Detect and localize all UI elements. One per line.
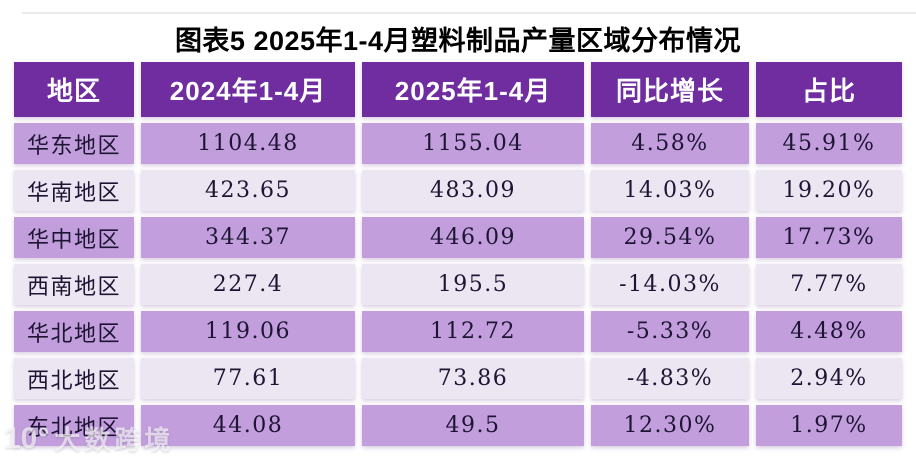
value-cell: 112.72	[362, 311, 584, 352]
value-cell: -5.33%	[591, 311, 749, 352]
value-cell: 1.97%	[756, 405, 902, 446]
value-cell: 29.54%	[591, 217, 749, 258]
value-cell: 423.65	[141, 170, 355, 211]
column-header: 地区	[14, 62, 134, 117]
region-cell: 华北地区	[14, 311, 134, 352]
value-cell: 7.77%	[756, 264, 902, 305]
region-cell: 西南地区	[14, 264, 134, 305]
region-cell: 华中地区	[14, 217, 134, 258]
value-cell: 4.58%	[591, 123, 749, 164]
value-cell: 483.09	[362, 170, 584, 211]
column-header: 同比增长	[591, 62, 749, 117]
value-cell: 2.94%	[756, 358, 902, 399]
value-cell: 19.20%	[756, 170, 902, 211]
value-cell: 73.86	[362, 358, 584, 399]
value-cell: 12.30%	[591, 405, 749, 446]
value-cell: 45.91%	[756, 123, 902, 164]
value-cell: 344.37	[141, 217, 355, 258]
value-cell: 17.73%	[756, 217, 902, 258]
value-cell: 4.48%	[756, 311, 902, 352]
value-cell: 1104.48	[141, 123, 355, 164]
value-cell: 227.4	[141, 264, 355, 305]
value-cell: 44.08	[141, 405, 355, 446]
value-cell: 49.5	[362, 405, 584, 446]
value-cell: 1155.04	[362, 123, 584, 164]
column-header: 2024年1-4月	[141, 62, 355, 117]
column-header: 占比	[756, 62, 902, 117]
column-header: 2025年1-4月	[362, 62, 584, 117]
region-cell: 华南地区	[14, 170, 134, 211]
value-cell: 446.09	[362, 217, 584, 258]
value-cell: 77.61	[141, 358, 355, 399]
value-cell: 14.03%	[591, 170, 749, 211]
region-cell: 华东地区	[14, 123, 134, 164]
value-cell: 195.5	[362, 264, 584, 305]
top-divider-line	[22, 12, 916, 14]
region-cell: 东北地区	[14, 405, 134, 446]
value-cell: -14.03%	[591, 264, 749, 305]
region-cell: 西北地区	[14, 358, 134, 399]
value-cell: -4.83%	[591, 358, 749, 399]
page-title: 图表5 2025年1-4月塑料制品产量区域分布情况	[174, 26, 742, 56]
region-table: 地区 2024年1-4月 2025年1-4月 同比增长 占比华东地区 1104.48 115…	[14, 62, 902, 446]
value-cell: 119.06	[141, 311, 355, 352]
